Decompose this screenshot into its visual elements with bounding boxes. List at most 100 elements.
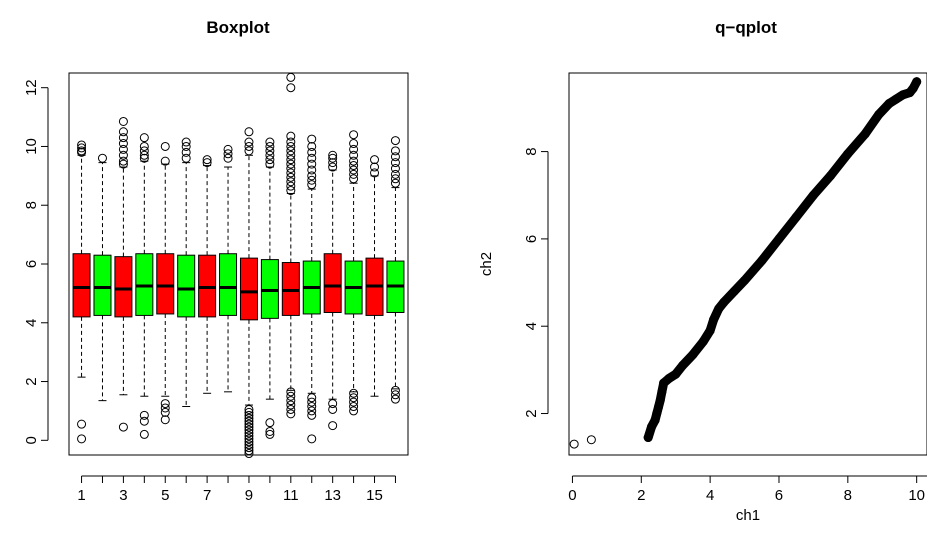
boxplot-outlier (286, 186, 296, 196)
qqplot-marks (569, 77, 922, 449)
boxplot-outlier (390, 152, 400, 162)
boxplot-outlier (244, 440, 254, 450)
boxplot-outlier (139, 153, 149, 163)
boxplot-outlier (139, 141, 149, 151)
boxplot-outlier (160, 141, 170, 151)
qqplot-x-tick-label: 0 (568, 487, 576, 504)
boxplot-x-tick-label: 13 (324, 487, 341, 504)
boxplot-outlier (77, 419, 87, 429)
boxplot-marks (72, 72, 405, 459)
boxplot-frame (68, 72, 409, 456)
boxplot-outlier (118, 422, 128, 432)
boxplot-outlier (286, 404, 296, 414)
boxplot-outlier (349, 144, 359, 154)
boxplot-box (177, 254, 196, 318)
boxplot-outlier (244, 410, 254, 420)
boxplot-outlier (328, 162, 338, 172)
boxplot-box (93, 254, 112, 316)
boxplot-outlier (223, 153, 233, 163)
boxplot-outlier (118, 133, 128, 143)
boxplot-y-tick-label: 8 (23, 201, 40, 209)
boxplot-outlier (181, 137, 191, 147)
qqplot-y-axis: 2 4 6 8 (523, 147, 549, 418)
qqplot-point (891, 94, 901, 104)
boxplot-outlier (160, 156, 170, 166)
boxplot-outlier (390, 146, 400, 156)
boxplot-outlier (265, 141, 275, 151)
boxplot-outlier (118, 159, 128, 169)
boxplot-outlier (286, 391, 296, 401)
boxplot-outlier (349, 165, 359, 175)
qqplot-point (719, 297, 729, 307)
boxplot-y-tick-label: 12 (23, 79, 40, 96)
boxplot-outlier (390, 178, 400, 188)
qqplot-point (569, 439, 579, 449)
boxplot-outlier (97, 153, 107, 163)
boxplot-outlier (265, 429, 275, 439)
boxplot-outlier (265, 426, 275, 436)
boxplot-outlier (307, 134, 317, 144)
qqplot-point (808, 190, 818, 200)
boxplot-outlier (118, 156, 128, 166)
boxplot-outlier (390, 394, 400, 404)
boxplot-outlier (139, 416, 149, 426)
boxplot-outlier (139, 146, 149, 156)
qqplot-point (652, 409, 662, 419)
qqplot-x-tick-label: 4 (706, 487, 714, 504)
boxplot-outlier (181, 141, 191, 151)
qqplot-point (912, 77, 922, 87)
boxplot-outlier (307, 397, 317, 407)
boxplot-outlier (286, 146, 296, 156)
boxplot-outlier (349, 130, 359, 140)
boxplot-outlier (181, 147, 191, 157)
qqplot-point (655, 395, 665, 405)
boxplot-outlier (181, 153, 191, 163)
qqplot-point (657, 387, 667, 397)
boxplot-outlier (328, 153, 338, 163)
qqplot-point (650, 415, 660, 425)
boxplot-outlier (390, 390, 400, 400)
qqplot-point (709, 315, 719, 325)
boxplot-outlier (244, 404, 254, 414)
qqplot-point (826, 171, 836, 181)
boxplot-outlier (349, 388, 359, 398)
qqplot-point (898, 90, 908, 100)
qqplot-y-tick-label: 2 (523, 409, 540, 417)
boxplot-outlier (244, 446, 254, 456)
qqplot-point (884, 99, 894, 109)
boxplot-outlier (307, 410, 317, 420)
boxplot-outlier (139, 429, 149, 439)
qqplot-point (643, 433, 653, 443)
boxplot-outlier (265, 155, 275, 165)
qqplot-x-tick-label: 2 (637, 487, 645, 504)
boxplot-outlier (370, 162, 380, 172)
boxplot-outlier (286, 83, 296, 93)
boxplot-box (156, 253, 175, 315)
boxplot-outlier (307, 147, 317, 157)
boxplot-outlier (286, 137, 296, 147)
boxplot-outlier (328, 399, 338, 409)
boxplot-outlier (77, 140, 87, 150)
boxplot-outlier (244, 146, 254, 156)
boxplot-outlier (390, 136, 400, 146)
boxplot-outlier (286, 400, 296, 410)
boxplot-outlier (265, 137, 275, 147)
boxplot-outlier (286, 387, 296, 397)
boxplot-outlier (349, 139, 359, 149)
boxplot-outlier (307, 180, 317, 190)
boxplot-box (72, 253, 91, 318)
boxplot-outlier (286, 155, 296, 165)
boxplot-outlier (244, 407, 254, 417)
boxplot-outlier (349, 150, 359, 160)
boxplot-y-tick-label: 6 (23, 260, 40, 268)
boxplot-outlier (370, 155, 380, 165)
boxplot-outlier (160, 403, 170, 413)
qqplot-point (714, 304, 724, 314)
boxplot-outlier (160, 407, 170, 417)
boxplot-outlier (390, 164, 400, 173)
qqplot-point (740, 275, 750, 285)
boxplot-outlier (118, 127, 128, 137)
boxplot-y-axis: 0 2 4 6 8 10 12 (23, 79, 49, 444)
boxplot-x-axis: 1 3 5 7 9 11 13 15 (77, 475, 396, 504)
boxplot-outlier (286, 409, 296, 419)
